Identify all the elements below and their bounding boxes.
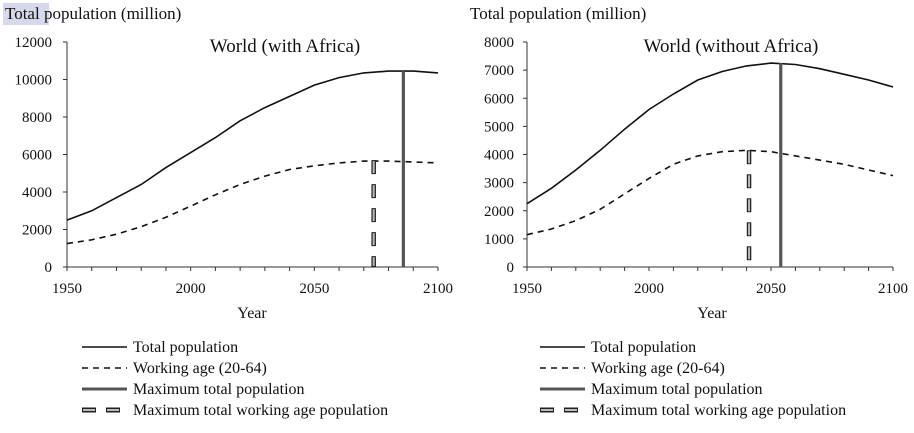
x-tick-label: 2050 [756,281,786,297]
y-tick-label: 0 [45,260,53,276]
y-tick-label: 8000 [22,110,52,126]
legend-label: Total population [133,339,238,356]
y-tick-label: 10000 [15,73,53,89]
chart-title: World (without Africa) [644,36,819,57]
x-tick-label: 2100 [423,281,453,297]
y-tick-label: 4000 [22,185,52,201]
series-line-total-population [66,70,439,221]
x-axis-label: Year [697,305,727,322]
legend-label: Maximum total population [591,381,763,398]
y-tick-label: 4000 [484,148,514,164]
y-tick-label: 2000 [22,223,52,239]
x-tick-label: 1950 [512,281,542,297]
y-tick-label: 6000 [484,91,514,107]
legend-label: Total population [591,339,696,356]
y-tick-label: 12000 [15,35,53,51]
y-axis-title: Total population (million) [470,4,646,23]
x-tick-label: 2000 [176,281,206,297]
series-line-working-age [526,149,894,236]
y-tick-label: 8000 [484,35,514,51]
chart-without-africa: Total population (million) 0 1000 2000 3000… [470,4,908,419]
y-tick-label: 6000 [22,148,52,164]
y-tick-label: 7000 [484,63,514,79]
series-line-working-age [66,160,439,245]
legend-label: Maximum total population [133,381,305,398]
x-axis-label: Year [237,305,267,322]
x-tick-label: 1950 [52,281,82,297]
x-tick-label: 2050 [299,281,329,297]
legend-label: Maximum total working age population [591,402,846,419]
title-highlight [3,3,49,25]
series-line-total-population [526,62,894,205]
legend-label: Working age (20-64) [591,360,725,377]
legend-label: Working age (20-64) [133,360,267,377]
x-tick-label: 2000 [634,281,664,297]
legend-label: Maximum total working age population [133,402,388,419]
chart-title: World (with Africa) [210,36,360,57]
y-tick-label: 0 [507,260,515,276]
y-axis-title: Total population (million) [5,4,181,23]
y-tick-label: 3000 [484,176,514,192]
y-tick-label: 5000 [484,119,514,135]
y-tick-label: 1000 [484,232,514,248]
x-tick-label: 2100 [878,281,908,297]
y-tick-label: 2000 [484,204,514,220]
chart-with-africa: Total population (million) 0 2000 4000 6000… [3,3,453,419]
